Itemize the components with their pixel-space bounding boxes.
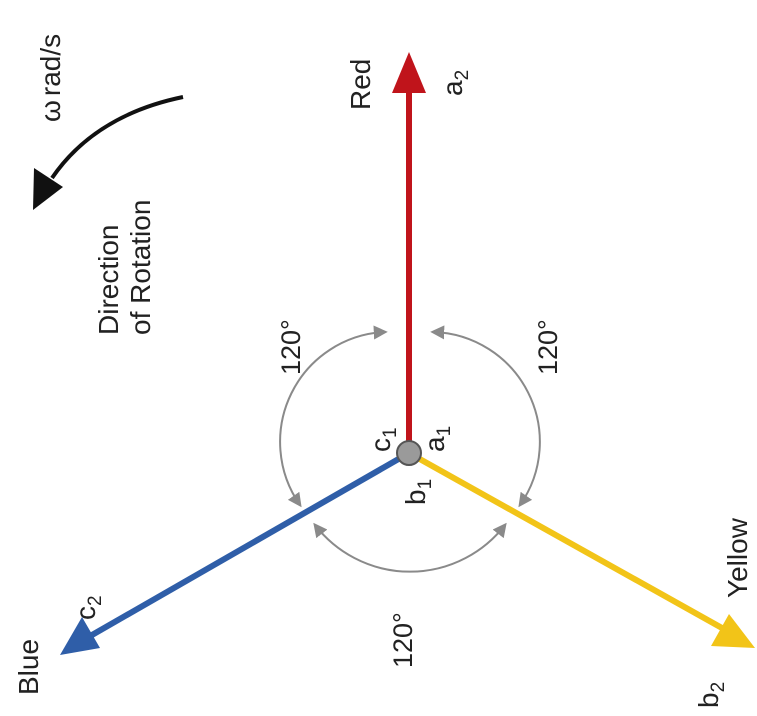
terminal-a1-letter: a xyxy=(419,436,450,452)
arc-red-yellow xyxy=(430,325,541,508)
phase-label-red: Red xyxy=(345,59,376,110)
direction-label-line1: Direction xyxy=(93,225,124,335)
rotation-arc xyxy=(50,95,184,180)
terminal-c2: c2 xyxy=(70,595,106,620)
angle-label-red-yellow: 120° xyxy=(533,319,563,375)
phasor-blue-shaft xyxy=(90,450,411,638)
terminal-a2-sub: 2 xyxy=(452,70,473,81)
arc-red-blue xyxy=(279,325,388,508)
phasor-red xyxy=(392,52,426,453)
phasor-yellow xyxy=(407,450,755,648)
terminal-b1-letter: b xyxy=(400,489,431,505)
terminal-c2-letter: c xyxy=(70,606,101,620)
phasor-red-arrowhead xyxy=(392,52,426,93)
terminal-c1-letter: c xyxy=(365,438,396,452)
terminal-b2-letter: b xyxy=(693,692,724,708)
phasor-yellow-arrowhead xyxy=(711,614,755,648)
phase-label-yellow: Yellow xyxy=(722,517,753,598)
phasor-blue xyxy=(60,450,411,655)
terminal-c1: c1 xyxy=(365,427,401,452)
rotation-arrow xyxy=(33,95,184,210)
angle-label-blue-yellow: 120° xyxy=(388,612,418,668)
angle-arcs xyxy=(279,325,541,573)
rotation-arrowhead xyxy=(33,168,63,210)
terminal-a1-sub: 1 xyxy=(434,426,455,437)
terminal-b2-sub: 2 xyxy=(708,682,729,693)
angular-speed-label: ω rad/s xyxy=(35,34,66,122)
omega-symbol: ω xyxy=(35,100,66,122)
terminal-b2: b2 xyxy=(693,682,729,708)
terminal-b1-sub: 1 xyxy=(415,479,436,490)
phasor-yellow-shaft xyxy=(407,450,724,631)
terminal-a1: a1 xyxy=(419,426,455,452)
phasor-blue-arrowhead xyxy=(60,617,100,655)
direction-label-line2: of Rotation xyxy=(125,200,156,335)
phase-label-blue: Blue xyxy=(13,639,44,695)
terminal-c1-sub: 1 xyxy=(380,427,401,438)
arc-blue-yellow xyxy=(313,522,507,573)
terminal-b1: b1 xyxy=(400,479,436,505)
center-node xyxy=(396,440,422,466)
terminal-a2: a2 xyxy=(437,70,473,96)
terminal-c2-sub: 2 xyxy=(85,595,106,606)
angle-label-red-blue: 120° xyxy=(276,319,306,375)
speed-unit: rad/s xyxy=(35,34,66,96)
terminal-a2-letter: a xyxy=(437,80,468,96)
